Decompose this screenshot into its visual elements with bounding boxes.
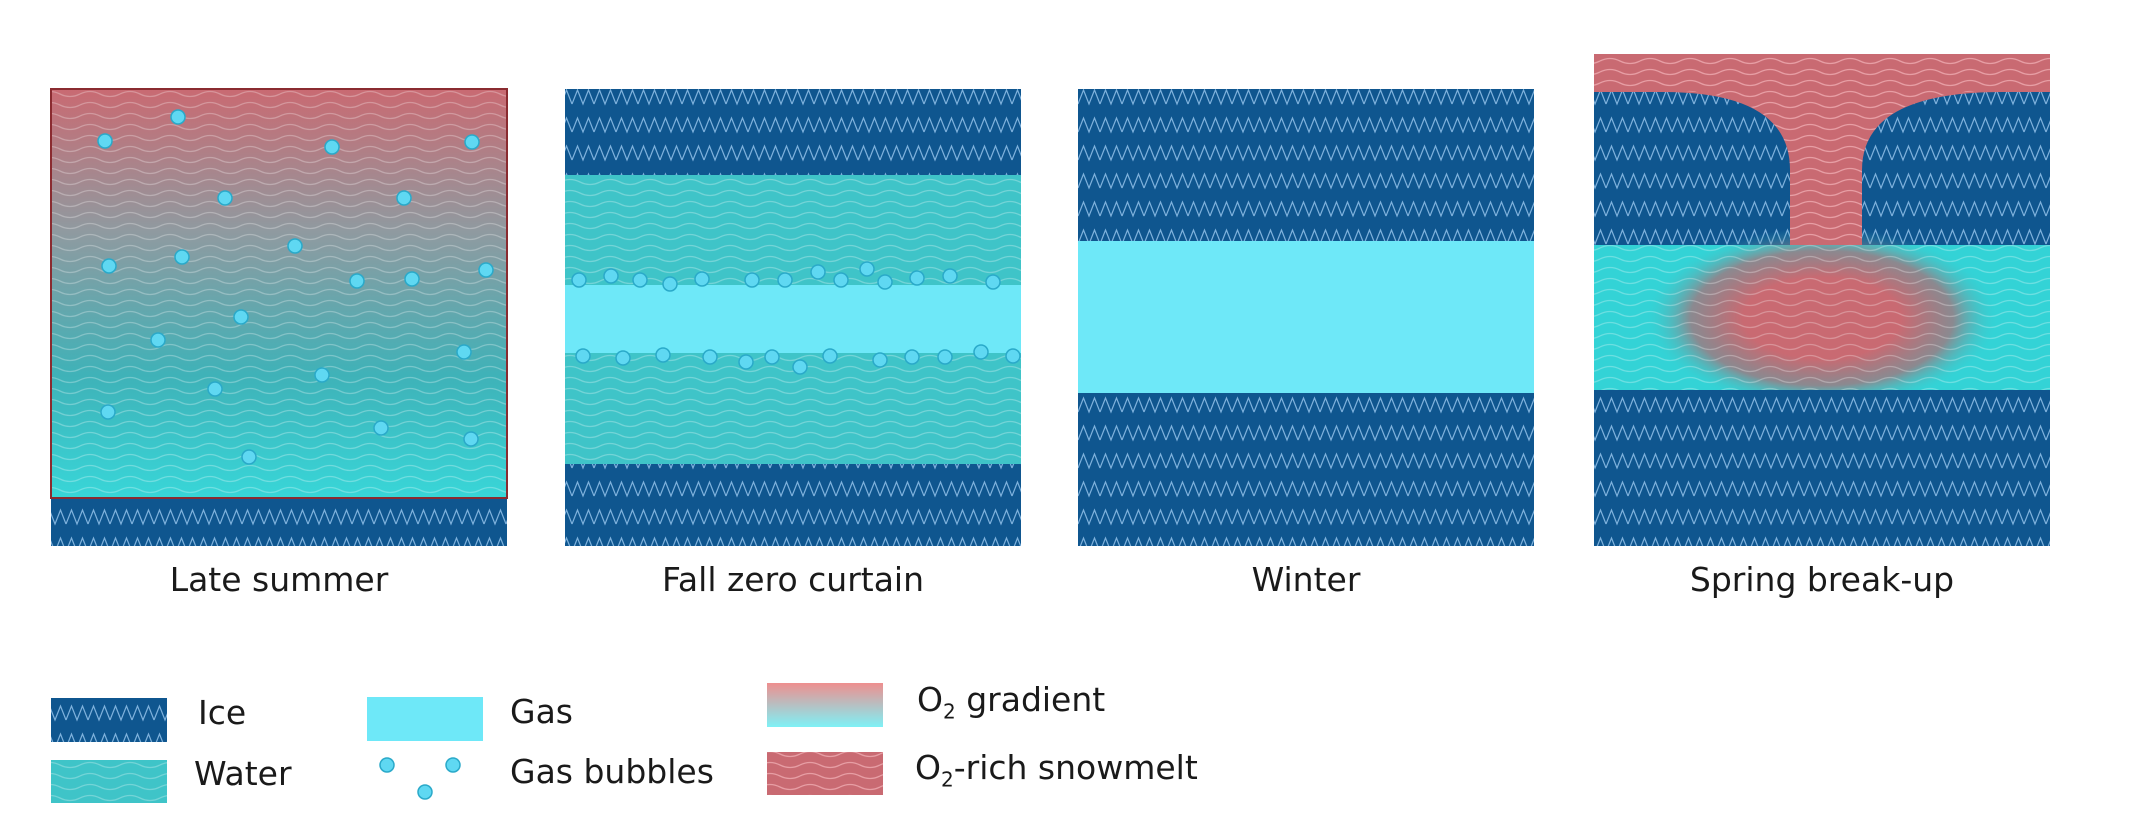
gas-bubble	[463, 431, 479, 447]
water-texture-upper	[565, 175, 1021, 285]
legend-label-gas: Gas	[510, 692, 573, 731]
gas-bubble	[404, 271, 420, 287]
gas-layer	[565, 285, 1021, 353]
gas-layer	[1078, 241, 1534, 393]
water-texture-lower	[565, 353, 1021, 464]
panel-frame	[50, 88, 508, 499]
legend-o2-gradient-swatch	[767, 683, 883, 727]
gas-bubble	[1005, 348, 1021, 364]
gas-bubbles	[97, 109, 494, 465]
gas-bubble	[738, 354, 754, 370]
gas-bubble	[859, 261, 875, 277]
gas-bubble	[872, 352, 888, 368]
gas-bubble	[792, 359, 808, 375]
legend-label-o2-rich-snowmelt: O2-rich snowmelt	[915, 748, 1198, 800]
panel-label-late-summer: Late summer	[169, 560, 389, 599]
panel-late-summer	[50, 88, 508, 546]
gas-bubble	[942, 268, 958, 284]
gas-bubble	[973, 344, 989, 360]
gas-bubble	[764, 349, 780, 365]
gas-bubble	[571, 272, 587, 288]
gas-bubbles	[571, 261, 1021, 375]
gas-bubble	[833, 272, 849, 288]
o2-snowmelt-suffix: -rich snowmelt	[953, 748, 1198, 787]
gas-bubble	[655, 347, 671, 363]
gas-bubble	[456, 344, 472, 360]
gas-bubble	[904, 349, 920, 365]
legend-water-texture	[51, 760, 167, 803]
panel-label-fall-zero-curtain: Fall zero curtain	[661, 560, 925, 599]
ice-layer-top	[565, 89, 1021, 175]
water-texture	[1594, 245, 2050, 390]
gas-bubble	[937, 349, 953, 365]
legend-label-water: Water	[194, 754, 292, 793]
o2-gradient-suffix: gradient	[955, 680, 1106, 719]
panel-winter	[1078, 89, 1534, 546]
gas-bubble	[349, 273, 365, 289]
o2-snowmelt-subscript: 2	[940, 767, 954, 792]
gas-bubble	[662, 276, 678, 292]
gas-bubble	[694, 271, 710, 287]
panel-label-winter: Winter	[1251, 560, 1361, 599]
gas-bubble	[877, 274, 893, 290]
legend-ice-swatch	[51, 698, 167, 742]
gas-bubble	[314, 367, 330, 383]
ice-layer-bottom	[565, 464, 1021, 546]
snowmelt-channel-texture	[1663, 90, 2002, 245]
gas-bubble	[217, 190, 233, 206]
gas-bubble	[615, 350, 631, 366]
gas-bubble	[777, 272, 793, 288]
gas-bubble	[174, 249, 190, 265]
gas-bubble	[744, 272, 760, 288]
gas-bubble	[373, 420, 389, 436]
gas-bubble	[287, 238, 303, 254]
panel-fall-zero-curtain	[565, 89, 1021, 546]
gas-bubble	[97, 133, 113, 149]
gas-bubble	[822, 348, 838, 364]
panel-spring-break-up	[1594, 54, 2050, 546]
ice-layer-bottom	[1078, 393, 1534, 546]
o2-gradient-subscript: 2	[942, 699, 956, 724]
panel-label-spring-break-up: Spring break-up	[1689, 560, 1955, 599]
gas-bubble	[324, 139, 340, 155]
o2-gradient-prefix: O	[917, 680, 943, 719]
legend-label-o2-gradient: O2 gradient	[917, 680, 1105, 732]
gas-bubble	[575, 348, 591, 364]
gas-bubble	[603, 268, 619, 284]
gas-bubble	[170, 109, 186, 125]
gas-bubble	[478, 262, 494, 278]
legend-label-ice: Ice	[198, 693, 247, 732]
gas-bubble	[101, 258, 117, 274]
gas-bubble	[207, 381, 223, 397]
legend	[51, 683, 883, 803]
legend-gas-swatch	[367, 697, 483, 741]
gas-bubble	[909, 270, 925, 286]
gas-bubble	[702, 349, 718, 365]
gas-bubble	[396, 190, 412, 206]
gas-bubble	[632, 272, 648, 288]
ice-layer-bottom	[51, 498, 507, 546]
water-texture	[51, 89, 507, 498]
ice-layer-top	[1078, 89, 1534, 241]
gas-bubble	[464, 134, 480, 150]
ice-layer-bottom	[1594, 390, 2050, 546]
gas-bubble	[810, 264, 826, 280]
gas-bubble	[150, 332, 166, 348]
o2-snowmelt-prefix: O	[915, 748, 941, 787]
gas-bubble	[233, 309, 249, 325]
gas-bubble	[100, 404, 116, 420]
gas-bubble	[985, 274, 1001, 290]
legend-label-gas-bubbles: Gas bubbles	[510, 752, 714, 791]
snowmelt-texture	[1594, 54, 2050, 90]
gas-bubble	[241, 449, 257, 465]
legend-o2-snowmelt-texture	[767, 752, 883, 795]
legend-gas-bubbles-swatch	[379, 757, 461, 800]
